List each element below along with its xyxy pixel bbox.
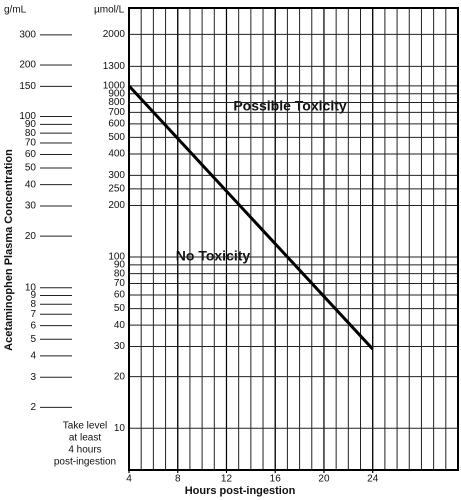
y2-tick-label: 60 [25, 149, 37, 160]
y2-tick-label: 6 [30, 320, 36, 331]
x-tick-label: 20 [318, 474, 330, 485]
y2-tick-label: 20 [25, 231, 37, 242]
y2-tick-label: 8 [30, 299, 36, 310]
y2-tick-label: 2 [30, 402, 36, 413]
y-tick-label: 50 [114, 303, 126, 314]
y2-tick-label: 40 [25, 179, 37, 190]
note: post-ingestion [54, 457, 116, 468]
y-tick-label: 2000 [103, 29, 126, 40]
y-tick-label: 700 [108, 107, 125, 118]
note: 4 hours [68, 445, 101, 456]
y-tick-label: 600 [108, 118, 125, 129]
y-tick-label: 900 [108, 88, 125, 99]
left-unit: g/mL [4, 5, 27, 16]
treatment-line [127, 84, 374, 351]
y-tick-label: 500 [108, 132, 125, 143]
y-tick-label: 60 [114, 290, 126, 301]
y-tick-label: 100 [108, 252, 125, 263]
y-tick-label: 1000 [103, 80, 126, 91]
note: Take level [63, 421, 107, 432]
x-tick-label: 16 [270, 474, 282, 485]
y-tick-label: 1300 [103, 61, 126, 72]
y-tick-label: 250 [108, 184, 125, 195]
x-axis-label: Hours post-ingestion [185, 485, 296, 497]
y-tick-label: 800 [108, 97, 125, 108]
y2-tick-label: 80 [25, 128, 37, 139]
x-tick-label: 12 [221, 474, 233, 485]
y-tick-label: 40 [114, 320, 126, 331]
y2-tick-label: 50 [25, 163, 37, 174]
y2-tick-label: 10 [25, 282, 37, 293]
y-tick-label: 20 [114, 371, 126, 382]
y2-tick-label: 5 [30, 334, 36, 345]
y2-tick-label: 150 [19, 81, 36, 92]
y2-tick-label: 100 [19, 111, 36, 122]
y2-tick-label: 30 [25, 201, 37, 212]
y2-tick-label: 90 [25, 119, 37, 130]
annotation: Possible Toxicity [233, 98, 347, 114]
y2-tick-label: 200 [19, 60, 36, 71]
y-tick-label: 30 [114, 341, 126, 352]
y-tick-label: 300 [108, 170, 125, 181]
y2-tick-label: 4 [30, 350, 36, 361]
y-tick-label: 400 [108, 149, 125, 160]
y2-tick-label: 9 [30, 290, 36, 301]
y-tick-label: 200 [108, 200, 125, 211]
note: at least [69, 433, 101, 444]
y-tick-label: 10 [114, 423, 126, 434]
y-axis-label: Acetaminophen Plasma Concentration [3, 149, 15, 351]
y-tick-label: 80 [114, 268, 126, 279]
y-tick-label: 70 [114, 278, 126, 289]
y2-tick-label: 3 [30, 372, 36, 383]
annotation: No Toxicity [176, 248, 251, 264]
y2-tick-label: 300 [19, 29, 36, 40]
y-tick-label: 90 [114, 260, 126, 271]
x-tick-label: 4 [126, 474, 132, 485]
right-unit: µmol/L [94, 5, 125, 16]
y2-tick-label: 70 [25, 138, 37, 149]
plot-frame [128, 7, 459, 471]
y2-tick-label: 7 [30, 309, 36, 320]
x-tick-label: 24 [367, 474, 379, 485]
x-tick-label: 8 [175, 474, 181, 485]
